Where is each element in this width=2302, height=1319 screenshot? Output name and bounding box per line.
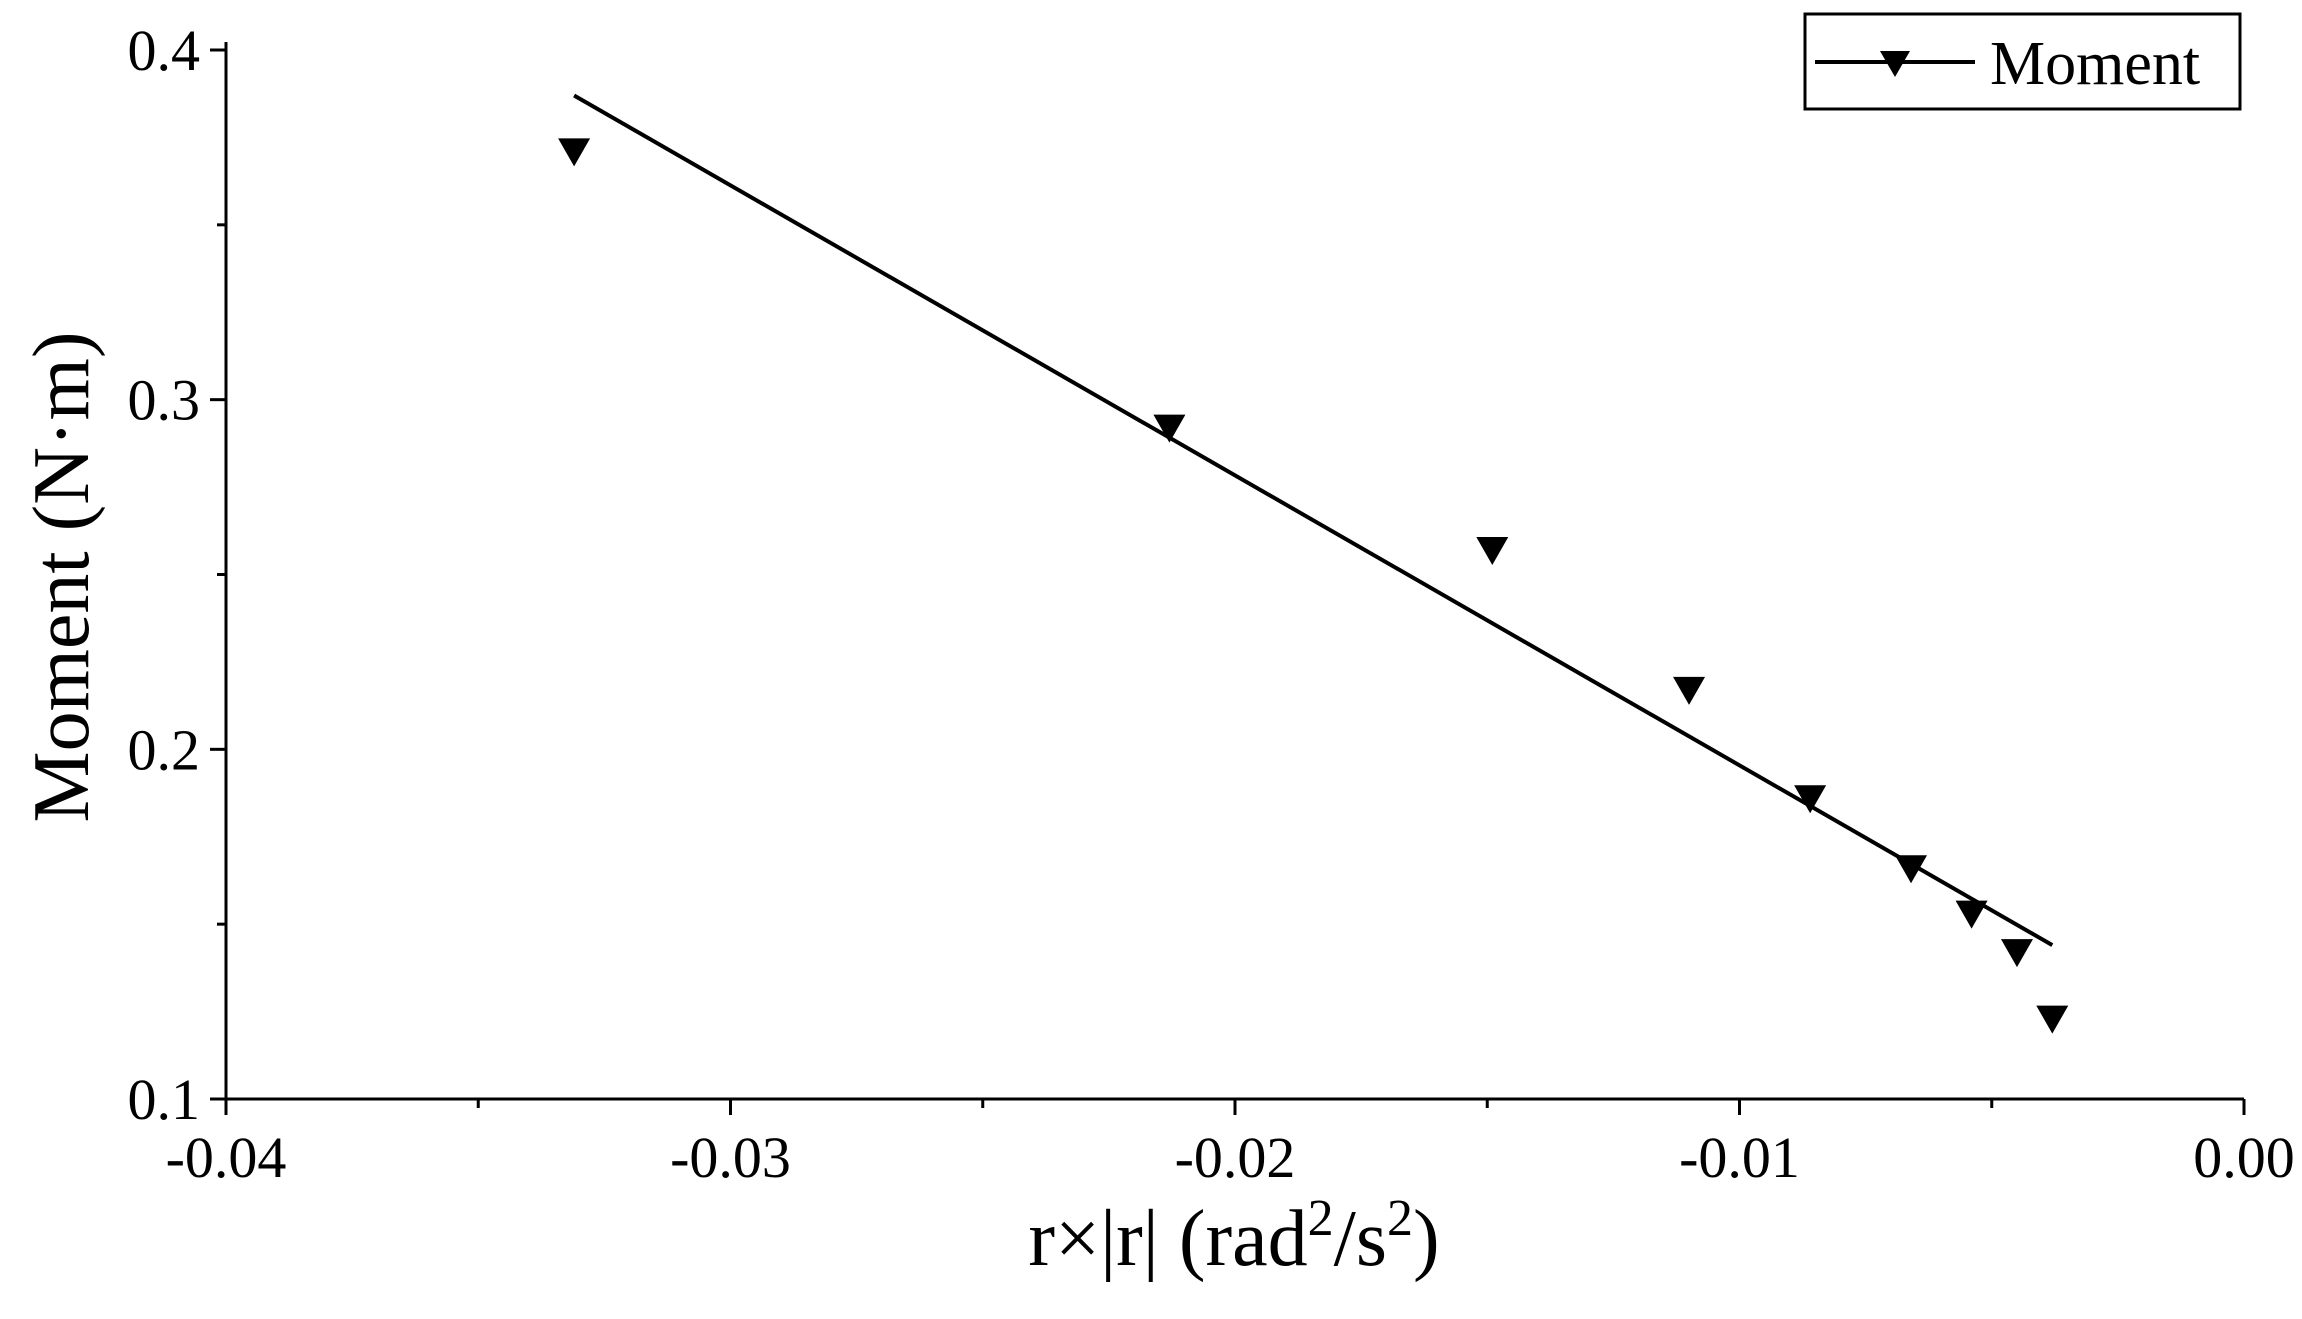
fit-line [573, 93, 2054, 947]
plot-axes [224, 42, 2244, 1101]
data-point [2036, 1005, 2069, 1034]
y-axis-title: Moment (N·m) [18, 331, 106, 822]
axis-ticks: -0.04 -0.03 -0.02 -0.01 0.00 0.1 0.2 0.3 0.4 [128, 18, 2295, 1190]
data-point [558, 138, 591, 167]
data-points [558, 138, 2069, 1034]
y-tick-label: 0.2 [128, 717, 201, 782]
x-tick-label: -0.03 [670, 1125, 791, 1190]
x-tick-label: -0.01 [1679, 1125, 1800, 1190]
data-point [1955, 900, 1988, 929]
data-point [1476, 537, 1509, 566]
fit-line-group [573, 93, 2054, 947]
data-point [2000, 939, 2033, 968]
y-tick-label: 0.3 [128, 368, 201, 433]
y-tick-label: 0.1 [128, 1067, 201, 1132]
x-tick-label: -0.02 [1175, 1125, 1296, 1190]
data-point [1794, 785, 1827, 814]
y-tick-label: 0.4 [128, 18, 201, 83]
x-axis-title: r×|r| (rad2/s2) [1028, 1190, 1439, 1283]
data-point [1895, 855, 1928, 884]
data-point [1153, 414, 1186, 443]
x-tick-label: 0.00 [2193, 1125, 2295, 1190]
legend: Moment [1803, 12, 2242, 111]
data-point [1673, 676, 1706, 705]
legend-marker [1880, 51, 1910, 77]
x-tick-label: -0.04 [166, 1125, 287, 1190]
legend-label: Moment [1990, 30, 2200, 98]
